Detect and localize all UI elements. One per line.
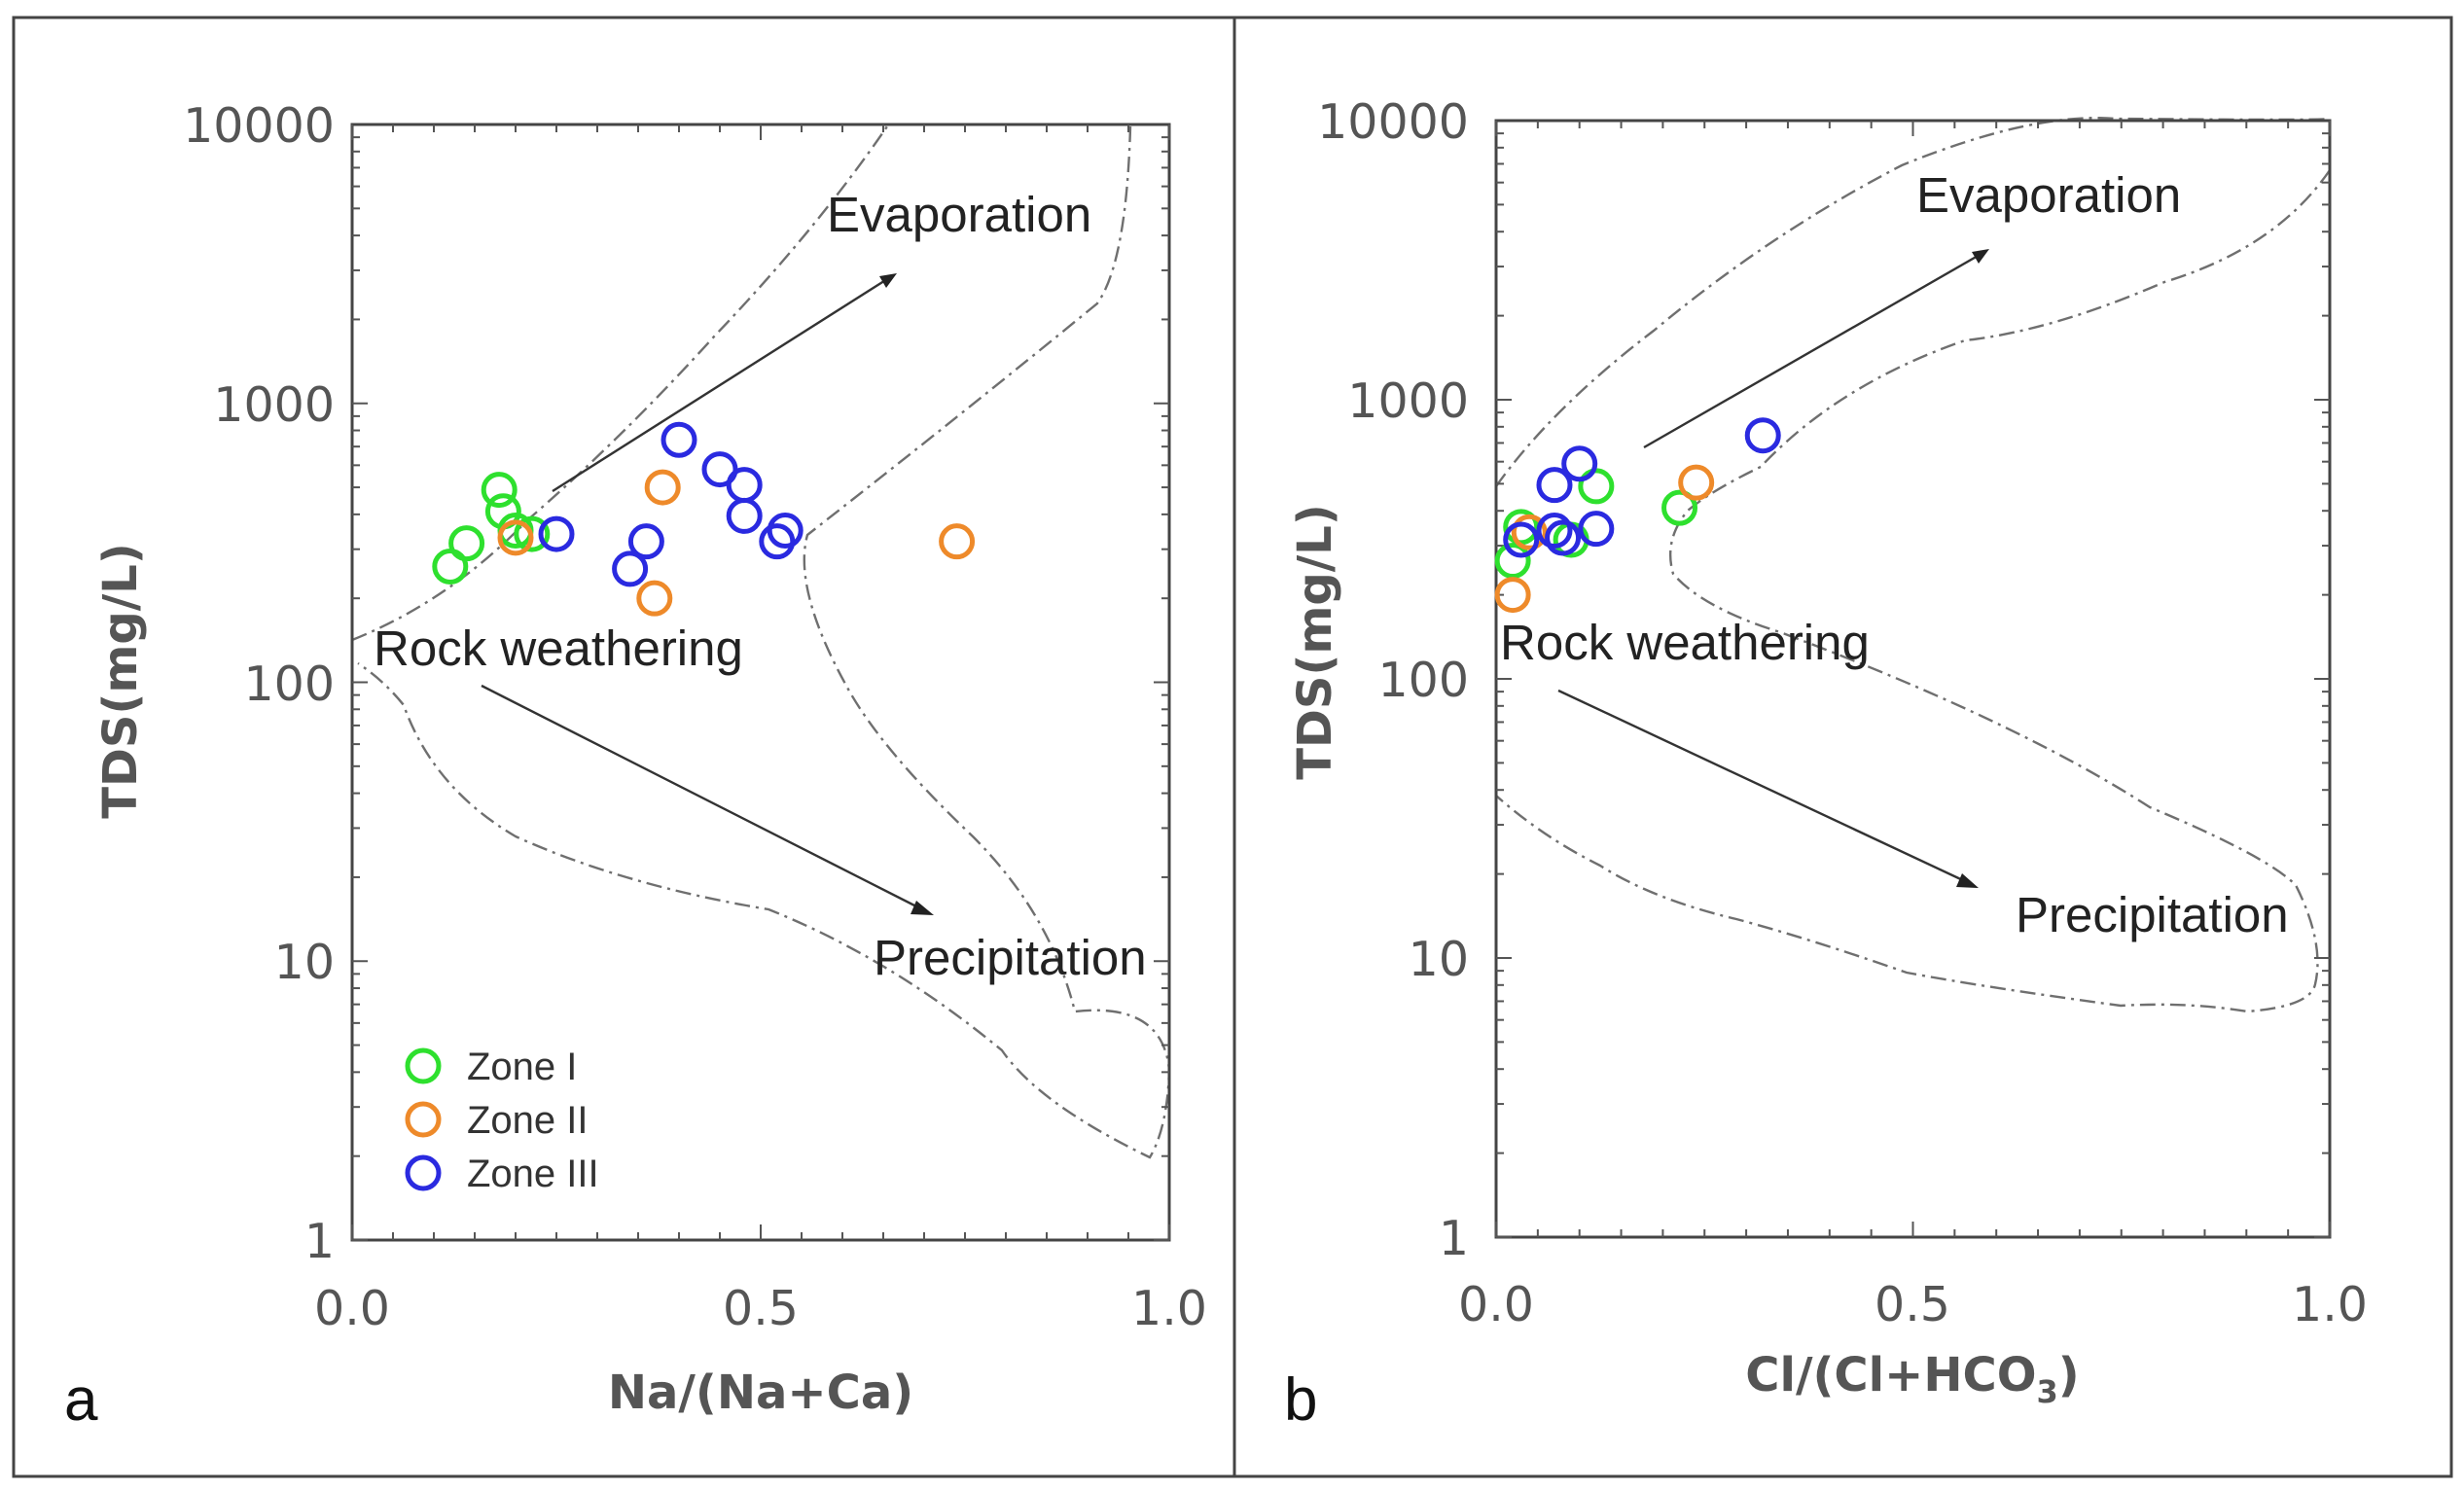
panel-b-xtick-0-5: 0.5	[1875, 1277, 1950, 1332]
legend: Zone I Zone II Zone III	[405, 1046, 599, 1195]
panel-b-point-zone-iii	[1578, 511, 1615, 548]
panel-b-point-zone-iii	[1536, 512, 1573, 549]
panel-b-point-zone-iii	[1536, 467, 1573, 504]
panel-b-ytick-10000: 10000	[1317, 94, 1469, 150]
panel-b-ytick-1: 1	[1439, 1211, 1469, 1266]
panel-b-lower-boundary	[1495, 169, 2331, 1013]
panel-a-y-axis-title: TDS(mg/L)	[93, 543, 148, 819]
panel-b-ticks	[1495, 121, 2331, 1238]
panel-a-letter: a	[64, 1366, 98, 1434]
panel-b-point-zone-i	[1578, 468, 1615, 505]
legend-label-zone-2: Zone II	[467, 1099, 589, 1142]
panel-a-xtick-0: 0.0	[314, 1281, 390, 1336]
panel-a-ytick-10000: 10000	[183, 98, 335, 154]
panel-a-point-zone-iii	[726, 467, 763, 504]
panel-a-point-zone-ii	[939, 523, 976, 560]
panel-a-point-zone-ii	[644, 469, 681, 506]
panel-a-ytick-1: 1	[304, 1214, 335, 1269]
panel-b-point-zone-iii	[1503, 521, 1540, 558]
panel-b-upper-boundary	[1495, 117, 2331, 487]
panel-b-precipitation-arrowhead	[1956, 873, 1979, 888]
panel-b-x-axis-title-end: )	[2058, 1348, 2080, 1402]
panel-b-ytick-100: 100	[1377, 653, 1469, 708]
figure-frame	[12, 16, 2453, 1478]
panel-a-evaporation-arrow	[552, 277, 888, 493]
panel-b-point-zone-i	[1661, 489, 1698, 526]
panel-a-point-zone-i	[481, 472, 518, 509]
panel-a-evaporation-label: Evaporation	[827, 187, 1091, 242]
legend-marker-zone-2	[405, 1101, 442, 1138]
panel-b-point-zone-iii	[1561, 445, 1598, 482]
panel-a-point-zone-ii	[497, 519, 534, 556]
panel-a-point-zone-iii	[612, 550, 649, 587]
legend-label-zone-1: Zone I	[467, 1046, 577, 1088]
panel-a-point-zone-iii	[759, 523, 796, 560]
legend-marker-zone-3	[405, 1154, 442, 1191]
panel-b-x-axis-title-main: Cl/(Cl+HCO	[1745, 1348, 2036, 1402]
panel-b-point-zone-ii	[1511, 514, 1548, 550]
panel-a-ytick-10: 10	[274, 935, 335, 990]
panel-a-x-axis-title: Na/(Na+Ca)	[608, 1366, 913, 1420]
panel-b-x-axis-title: Cl/(Cl+HCO3)	[1745, 1348, 2079, 1410]
panel-a-point-zone-iii	[726, 497, 763, 534]
panel-b-point-zone-iii	[1744, 417, 1781, 454]
panel-b-precipitation-arrow	[1557, 689, 1968, 884]
panel-a-ticks	[351, 124, 1170, 1241]
panel-b-evaporation-label: Evaporation	[1916, 167, 2181, 223]
legend-marker-zone-1	[405, 1047, 442, 1084]
panel-b-points	[1494, 417, 1781, 614]
panel-a-precipitation-arrowhead	[911, 901, 934, 915]
panel-b-point-zone-i	[1494, 543, 1531, 580]
panel-a-precipitation-label: Precipitation	[874, 930, 1147, 985]
panel-b-point-zone-ii	[1494, 577, 1531, 614]
panel-a-ytick-100: 100	[243, 656, 335, 712]
panel-a-point-zone-iii	[627, 523, 664, 560]
legend-label-zone-3: Zone III	[467, 1153, 599, 1195]
panel-a-upper-boundary	[351, 125, 888, 642]
panel-a-point-zone-iii	[661, 421, 697, 458]
panel-a-point-zone-i	[448, 525, 485, 562]
panel-b: 10000 1000 100 10 1 0.0 0.5 1.0 Cl/(Cl+H…	[1284, 94, 2368, 1434]
panel-b-point-zone-iii	[1545, 519, 1582, 556]
panel-b-xtick-0: 0.0	[1458, 1277, 1534, 1332]
panel-b-evaporation-arrow	[1643, 253, 1981, 449]
panel-b-precipitation-label: Precipitation	[2016, 887, 2289, 942]
panel-a-right-boundary	[357, 125, 1171, 1159]
panel-b-point-zone-ii	[1678, 464, 1715, 501]
panel-a-precipitation-arrow	[481, 684, 923, 911]
panel-b-x-axis-title-subscript: 3	[2037, 1373, 2058, 1410]
panel-a: 10000 1000 100 10 1 0.0 0.5 1.0 Na/(Na+C…	[64, 98, 1207, 1434]
panel-b-plot-area	[1494, 119, 2332, 1239]
panel-a-xtick-0-5: 0.5	[723, 1281, 799, 1336]
panel-b-y-axis-title: TDS(mg/L)	[1288, 504, 1342, 780]
panel-a-point-zone-i	[432, 549, 469, 585]
panel-a-xtick-1: 1.0	[1131, 1281, 1207, 1336]
panel-a-point-zone-i	[514, 515, 551, 552]
panel-a-points	[432, 421, 976, 617]
panel-b-evaporation-arrowhead	[1972, 249, 1989, 264]
panel-b-xtick-1: 1.0	[2292, 1277, 2368, 1332]
panel-a-point-zone-ii	[636, 580, 673, 617]
panel-a-rock-weathering-label: Rock weathering	[374, 621, 743, 676]
panel-a-ytick-1000: 1000	[213, 377, 335, 433]
panel-b-letter: b	[1284, 1366, 1317, 1434]
panel-b-ytick-1000: 1000	[1347, 373, 1469, 429]
panel-a-point-zone-iii	[538, 515, 575, 552]
panel-a-point-zone-iii	[767, 512, 803, 549]
panel-b-rock-weathering-label: Rock weathering	[1500, 615, 1870, 670]
panel-b-ytick-10: 10	[1409, 932, 1469, 987]
panel-a-evaporation-arrowhead	[879, 273, 897, 288]
